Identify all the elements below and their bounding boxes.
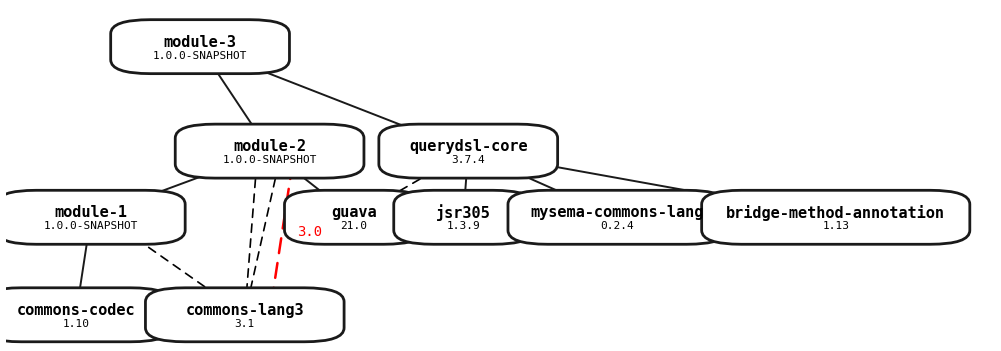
Text: 3.7.4: 3.7.4 [451, 155, 485, 165]
Text: 1.10: 1.10 [62, 319, 89, 329]
Text: mysema-commons-lang: mysema-commons-lang [531, 205, 704, 220]
Text: 3.1: 3.1 [234, 319, 255, 329]
Text: 1.13: 1.13 [822, 221, 849, 231]
FancyBboxPatch shape [111, 20, 289, 74]
Text: jsr305: jsr305 [435, 205, 490, 221]
FancyBboxPatch shape [0, 288, 170, 342]
Text: 1.0.0-SNAPSHOT: 1.0.0-SNAPSHOT [44, 221, 138, 231]
Text: 3.0: 3.0 [297, 225, 322, 239]
FancyBboxPatch shape [393, 190, 533, 244]
Text: module-2: module-2 [233, 139, 306, 154]
Text: bridge-method-annotation: bridge-method-annotation [727, 205, 945, 221]
FancyBboxPatch shape [378, 124, 558, 178]
FancyBboxPatch shape [0, 190, 185, 244]
Text: 21.0: 21.0 [340, 221, 367, 231]
Text: 1.3.9: 1.3.9 [446, 221, 480, 231]
FancyBboxPatch shape [145, 288, 344, 342]
Text: guava: guava [331, 205, 376, 220]
Text: 0.2.4: 0.2.4 [601, 221, 634, 231]
Text: module-1: module-1 [54, 205, 127, 220]
Text: commons-lang3: commons-lang3 [185, 303, 304, 318]
FancyBboxPatch shape [284, 190, 423, 244]
Text: 1.0.0-SNAPSHOT: 1.0.0-SNAPSHOT [153, 51, 247, 61]
FancyBboxPatch shape [508, 190, 727, 244]
FancyBboxPatch shape [175, 124, 364, 178]
FancyBboxPatch shape [702, 190, 970, 244]
Text: querydsl-core: querydsl-core [409, 139, 528, 154]
Text: module-3: module-3 [163, 35, 236, 50]
Text: 1.0.0-SNAPSHOT: 1.0.0-SNAPSHOT [222, 155, 317, 165]
Text: commons-codec: commons-codec [17, 303, 135, 318]
